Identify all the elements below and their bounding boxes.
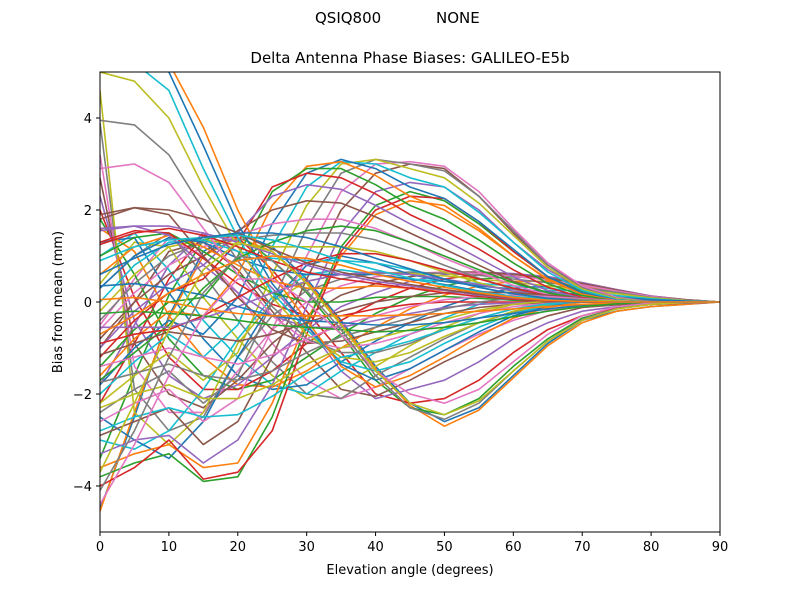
y-tick-label: −4 (73, 480, 92, 495)
series-line-69 (100, 241, 720, 473)
x-tick-label: 40 (367, 540, 384, 555)
series-line-23 (100, 190, 720, 483)
series-line-19 (100, 90, 720, 446)
x-tick-label: 10 (161, 540, 178, 555)
x-axis-label: Elevation angle (degrees) (326, 563, 493, 578)
x-axis: 0 10 20 30 40 50 60 70 80 90 (96, 532, 728, 555)
x-tick-label: 80 (643, 540, 660, 555)
series-line-52 (172, 72, 720, 388)
y-tick-label: −2 (73, 388, 92, 403)
series-line-16 (100, 177, 720, 409)
series-line-27 (100, 160, 720, 423)
suptitle: QSIQ800 NONE (0, 9, 800, 29)
series-line-67 (100, 278, 720, 505)
x-tick-label: 30 (298, 540, 315, 555)
y-axis-label: Bias from mean (mm) (51, 231, 66, 373)
x-tick-label: 20 (230, 540, 247, 555)
x-tick-label: 70 (574, 540, 591, 555)
chart-title: Delta Antenna Phase Biases: GALILEO-E5b (250, 49, 569, 67)
y-tick-label: 4 (84, 112, 92, 127)
series-line-33 (100, 167, 720, 367)
x-tick-label: 0 (96, 540, 104, 555)
suptitle-station: QSIQ800 (315, 9, 382, 27)
x-tick-label: 90 (712, 540, 729, 555)
y-axis: −4 −2 0 2 4 (73, 112, 100, 495)
y-tick-label: 2 (84, 204, 92, 219)
y-tick-label: 0 (84, 296, 92, 311)
series-layer (100, 72, 720, 512)
x-tick-label: 60 (505, 540, 522, 555)
x-tick-label: 50 (436, 540, 453, 555)
series-line-65 (100, 225, 720, 303)
series-line-72 (100, 255, 720, 335)
series-line-59 (100, 299, 720, 409)
series-line-29 (100, 158, 720, 404)
series-line-62 (100, 296, 720, 317)
suptitle-radome: NONE (436, 9, 480, 27)
